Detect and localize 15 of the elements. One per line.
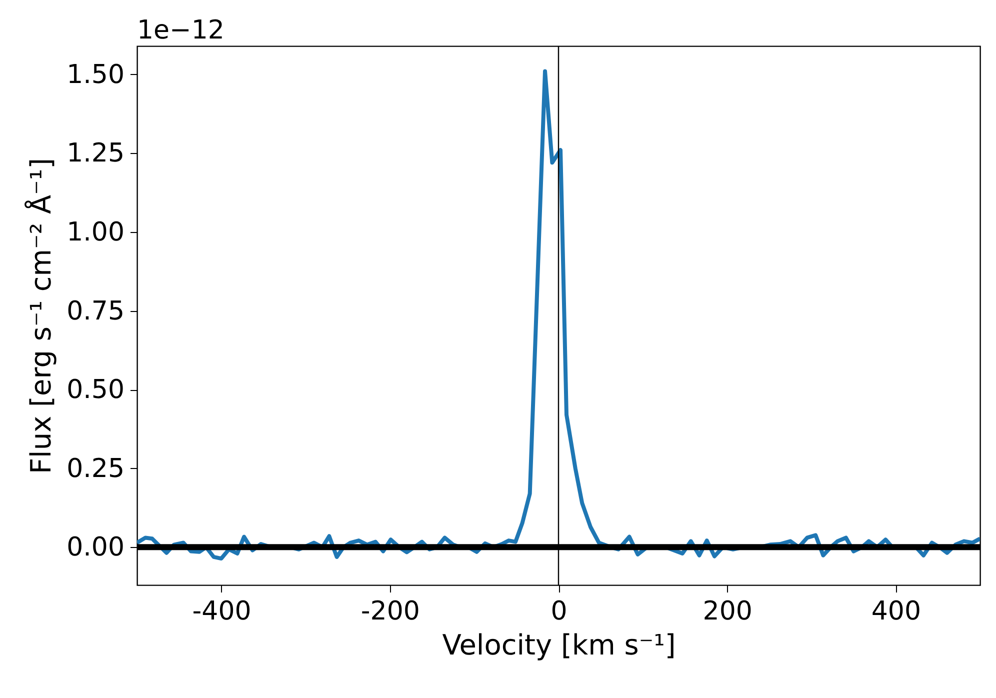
y-tick-label: 0.75 — [66, 296, 124, 326]
y-tick-label: 1.25 — [66, 138, 124, 169]
x-tick-label: -400 — [192, 596, 252, 626]
y-tick-label: 0.50 — [66, 375, 124, 406]
text: 1e−12 — [137, 15, 224, 46]
x-tick-label: 0 — [550, 596, 568, 626]
y-axis-title: Flux [erg s⁻¹ cm⁻² Å⁻¹] — [24, 158, 58, 474]
y-tick-label: 1.50 — [66, 60, 124, 90]
x-tick-label: -200 — [360, 596, 420, 626]
y-tick-label: 0.25 — [66, 454, 124, 484]
x-axis-title: Velocity [km s⁻¹] — [442, 628, 676, 662]
y-tick-label: 0.00 — [66, 532, 124, 563]
y-tick-label: 1.00 — [66, 217, 124, 248]
x-tick-label: 200 — [702, 596, 752, 626]
x-tick-label: 400 — [871, 596, 922, 626]
